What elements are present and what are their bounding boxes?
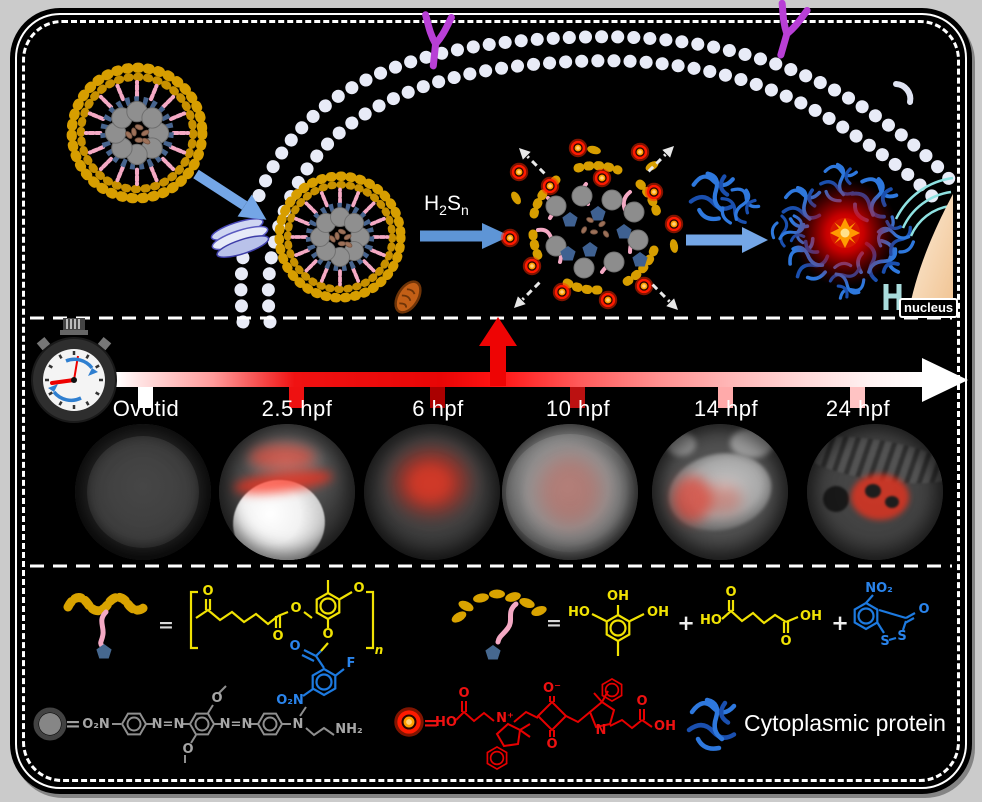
atom-label: N=N xyxy=(152,717,185,732)
atom-label: NO₂ xyxy=(865,581,893,596)
quencher-sphere-halo xyxy=(33,707,67,741)
timepoint-label-ovotid: Ovotid xyxy=(112,396,180,421)
timeline-gradient-arrow xyxy=(116,372,928,387)
atom-label: N⁺ xyxy=(496,711,514,726)
atom-label: O xyxy=(918,602,929,617)
atom-label: S xyxy=(897,629,906,644)
atom-label: O xyxy=(780,634,791,649)
response-arrow xyxy=(686,227,768,253)
azo-quencher-structure: O₂N N=N N=N N NH₂ O O xyxy=(82,685,363,763)
atom-label: O xyxy=(353,581,364,596)
micelle-nanoparticle xyxy=(72,68,203,199)
nucleus-label: nucleus xyxy=(899,298,959,318)
atom-label: O xyxy=(289,639,300,654)
atom-label: OH xyxy=(654,719,676,734)
timeline-tick xyxy=(430,387,445,408)
polymer-fragments-icon xyxy=(451,589,547,660)
atom-label: N xyxy=(596,723,607,738)
atom-label: F xyxy=(347,656,356,671)
atom-label: O xyxy=(636,694,647,709)
cresol-structure: OH HO OH xyxy=(568,589,669,656)
cell-membrane xyxy=(234,30,964,329)
embryo-image-10hpf xyxy=(502,424,638,560)
equals-sign: = xyxy=(158,614,174,636)
timepoint-label-10hpf: 10 hpf xyxy=(545,396,611,421)
timeline-arrowhead-icon xyxy=(922,358,968,402)
mitochondrion-icon xyxy=(394,280,422,314)
figure-background xyxy=(10,8,972,794)
atom-label: N=N xyxy=(220,717,253,732)
timepoint-label-2-5hpf: 2.5 hpf xyxy=(261,396,333,421)
atom-label: HO xyxy=(435,715,457,730)
dithiolone-structure: NO₂ O S S xyxy=(853,581,930,649)
protein-cluster-icon xyxy=(691,174,733,219)
timepoint-label-24hpf: 24 hpf xyxy=(825,396,891,421)
atom-label: NH₂ xyxy=(335,722,362,737)
disassembled-micelle xyxy=(500,138,684,310)
atom-label: O₂N xyxy=(276,693,304,708)
h2sn-arrow xyxy=(420,223,510,249)
channel-protein-icon xyxy=(210,218,270,258)
h2sn-label: H2Sn xyxy=(424,192,469,219)
timeline-tick xyxy=(138,387,153,408)
embryo-image-24hpf xyxy=(807,424,943,560)
atom-label: OH xyxy=(647,605,669,620)
dye-flame-icon xyxy=(396,709,422,735)
atom-label: O xyxy=(546,737,557,752)
stopwatch-icon xyxy=(31,318,117,423)
timeline-tick xyxy=(570,387,585,408)
atom-label: O xyxy=(182,742,193,757)
equals-sign: = xyxy=(65,713,81,735)
c y t o plasmic-protein-label: Cytoplasmic protein xyxy=(744,710,946,736)
atom-label: O xyxy=(272,629,283,644)
embryo-image-6hpf xyxy=(364,424,500,560)
timeline-tick xyxy=(850,387,865,408)
er-golgi-icon xyxy=(894,176,954,237)
cytoplasmic-protein-icon xyxy=(689,700,734,749)
atom-label: O xyxy=(290,601,301,616)
receptor-icon xyxy=(422,11,455,70)
micelle-nanoparticle-internalized xyxy=(279,176,401,298)
timeline-up-arrow xyxy=(479,317,517,386)
atom-label: OH xyxy=(800,609,822,624)
membrane-crescent-icon xyxy=(893,81,914,105)
atom-label: N xyxy=(293,717,304,732)
atom-label: S xyxy=(880,634,889,649)
nuclear-pore-icon xyxy=(883,284,902,310)
uptake-arrow xyxy=(193,169,267,220)
quencher-sphere-icon xyxy=(39,713,61,735)
nucleus-shape xyxy=(908,194,953,316)
plus-sign: + xyxy=(677,611,695,635)
atom-label: O xyxy=(211,691,222,706)
embryo-image-14hpf xyxy=(652,424,788,560)
embryo-image-ovotid xyxy=(75,424,211,560)
atom-label: O xyxy=(202,584,213,599)
atom-label: O xyxy=(725,585,736,600)
timepoint-label-14hpf: 14 hpf xyxy=(693,396,759,421)
atom-label: OH xyxy=(607,589,629,604)
fluorescent-aggregate xyxy=(768,160,921,304)
atom-label: O⁻ xyxy=(543,681,561,696)
polymer-chain-icon xyxy=(63,592,151,659)
timeline-tick xyxy=(718,387,733,408)
atom-label: O xyxy=(322,627,333,642)
atom-label: O₂N xyxy=(82,717,110,732)
equals-sign: = xyxy=(546,612,562,634)
plus-sign: + xyxy=(831,611,849,635)
equals-sign: = xyxy=(423,712,439,734)
atom-label: O xyxy=(458,686,469,701)
atom-label: HO xyxy=(700,613,722,628)
squaraine-dye-structure: HO O N⁺ O⁻ O N O OH xyxy=(435,678,676,770)
embryo-image-2-5hpf xyxy=(219,424,355,560)
timepoint-label-6hpf: 6 hpf xyxy=(412,396,464,421)
receptor-icon xyxy=(777,0,811,59)
timeline-tick xyxy=(289,387,304,408)
adipic-acid-structure: O HO OH O xyxy=(700,585,822,649)
atom-label: HO xyxy=(568,605,590,620)
subscript-n: n xyxy=(375,643,384,657)
polymer-structure: O O O O O O F O₂N n xyxy=(189,580,384,708)
